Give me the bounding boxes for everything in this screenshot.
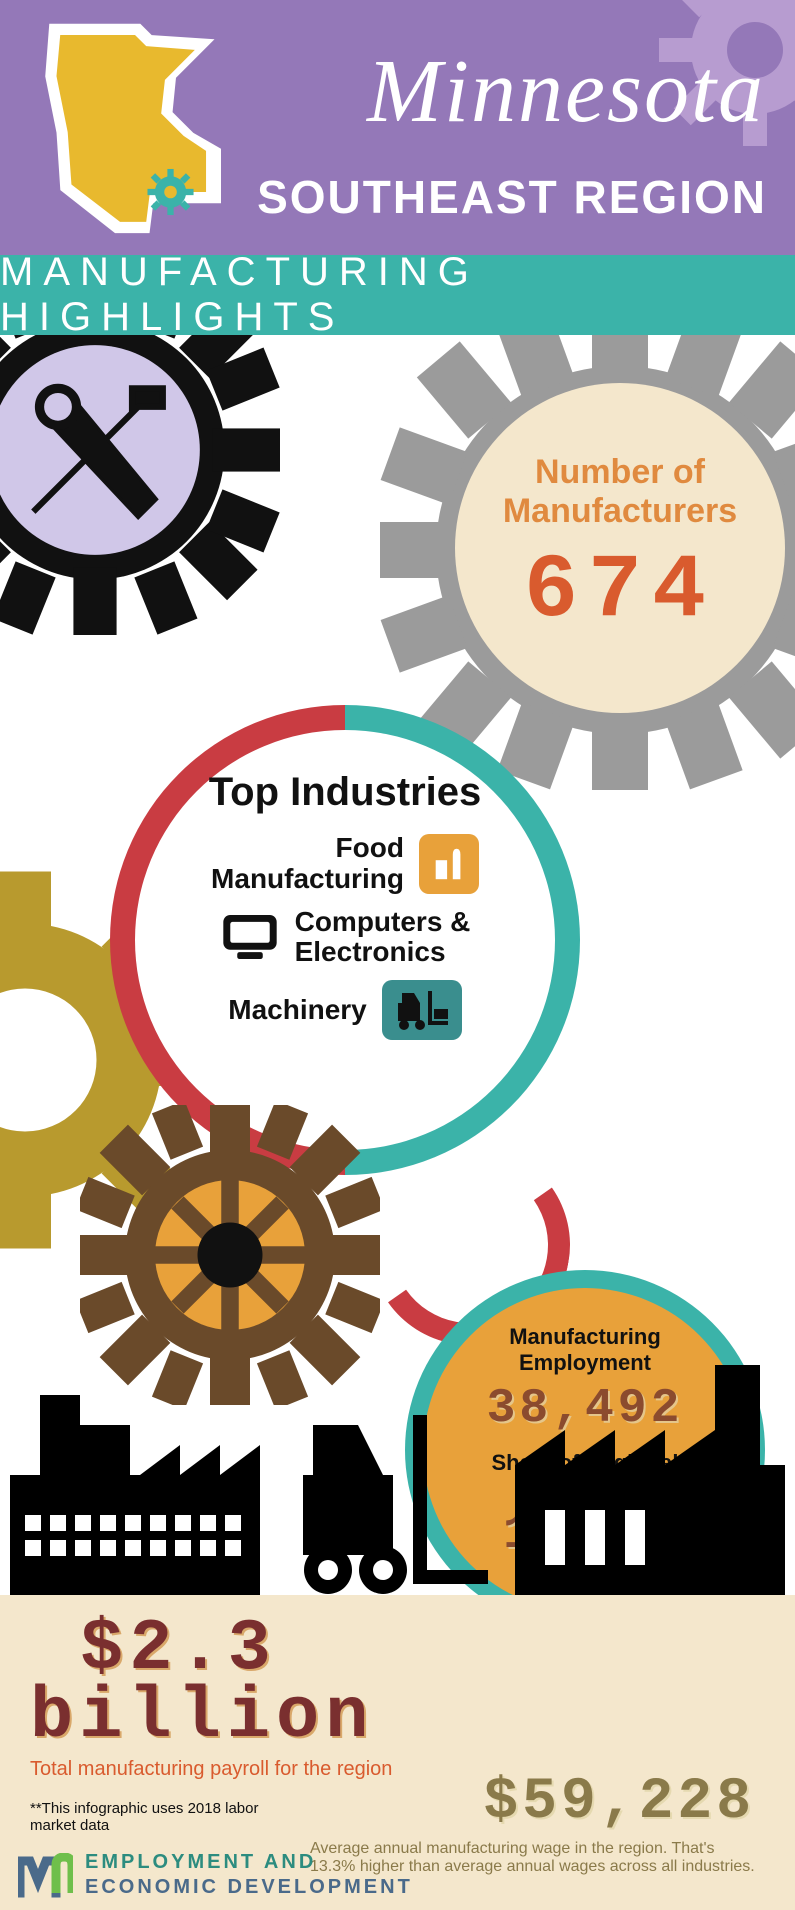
forklift-icon xyxy=(382,980,462,1040)
factory-icon xyxy=(10,1375,260,1595)
subtitle-text: MANUFACTURING HIGHLIGHTS xyxy=(0,250,795,340)
payroll-amount: $2.3 billion xyxy=(30,1615,765,1752)
payroll-l2: billion xyxy=(30,1676,374,1758)
region-title: SOUTHEAST REGION xyxy=(257,170,767,224)
manufacturers-label-1: Number of xyxy=(535,453,705,492)
industry-label: FoodManufacturing xyxy=(211,833,404,895)
top-industries-panel: Top Industries FoodManufacturing Compute… xyxy=(135,730,555,1150)
industry-row-computers: Computers &Electronics xyxy=(165,907,525,969)
wage-amount: $59,228 xyxy=(483,1770,755,1835)
minnesota-map-icon xyxy=(40,20,230,235)
footer-panel: $2.3 billion Total manufacturing payroll… xyxy=(0,1595,795,1910)
state-title: Minnesota xyxy=(367,40,765,143)
industry-row-food: FoodManufacturing xyxy=(165,833,525,895)
subtitle-bar: MANUFACTURING HIGHLIGHTS xyxy=(0,255,795,335)
industry-label: Computers &Electronics xyxy=(295,907,471,969)
tools-gear-icon xyxy=(0,335,280,635)
food-icon xyxy=(419,834,479,894)
dept-line-1: EMPLOYMENT AND xyxy=(85,1850,413,1875)
manufacturers-stat: Number of Manufacturers 674 xyxy=(455,383,785,713)
manufacturers-label-2: Manufacturers xyxy=(503,492,737,531)
top-industries-title: Top Industries xyxy=(165,770,525,815)
dept-text: EMPLOYMENT AND ECONOMIC DEVELOPMENT xyxy=(85,1850,413,1900)
footnote: **This infographic uses 2018 labor marke… xyxy=(30,1800,260,1834)
manufacturers-value: 674 xyxy=(524,541,716,643)
monitor-icon xyxy=(220,907,280,967)
factory-icon xyxy=(515,1355,785,1595)
main-area: Number of Manufacturers 674 Top Industri… xyxy=(0,335,795,1595)
dept-line-2: ECONOMIC DEVELOPMENT xyxy=(85,1875,413,1900)
dept-logo: EMPLOYMENT AND ECONOMIC DEVELOPMENT xyxy=(18,1850,413,1900)
industry-label: Machinery xyxy=(228,994,367,1026)
mn-mark-icon xyxy=(18,1853,73,1898)
industry-row-machinery: Machinery xyxy=(165,980,525,1040)
factory-silhouettes xyxy=(0,1355,795,1595)
forklift-silhouette-icon xyxy=(283,1415,493,1595)
header-banner: Minnesota SOUTHEAST REGION xyxy=(0,0,795,255)
